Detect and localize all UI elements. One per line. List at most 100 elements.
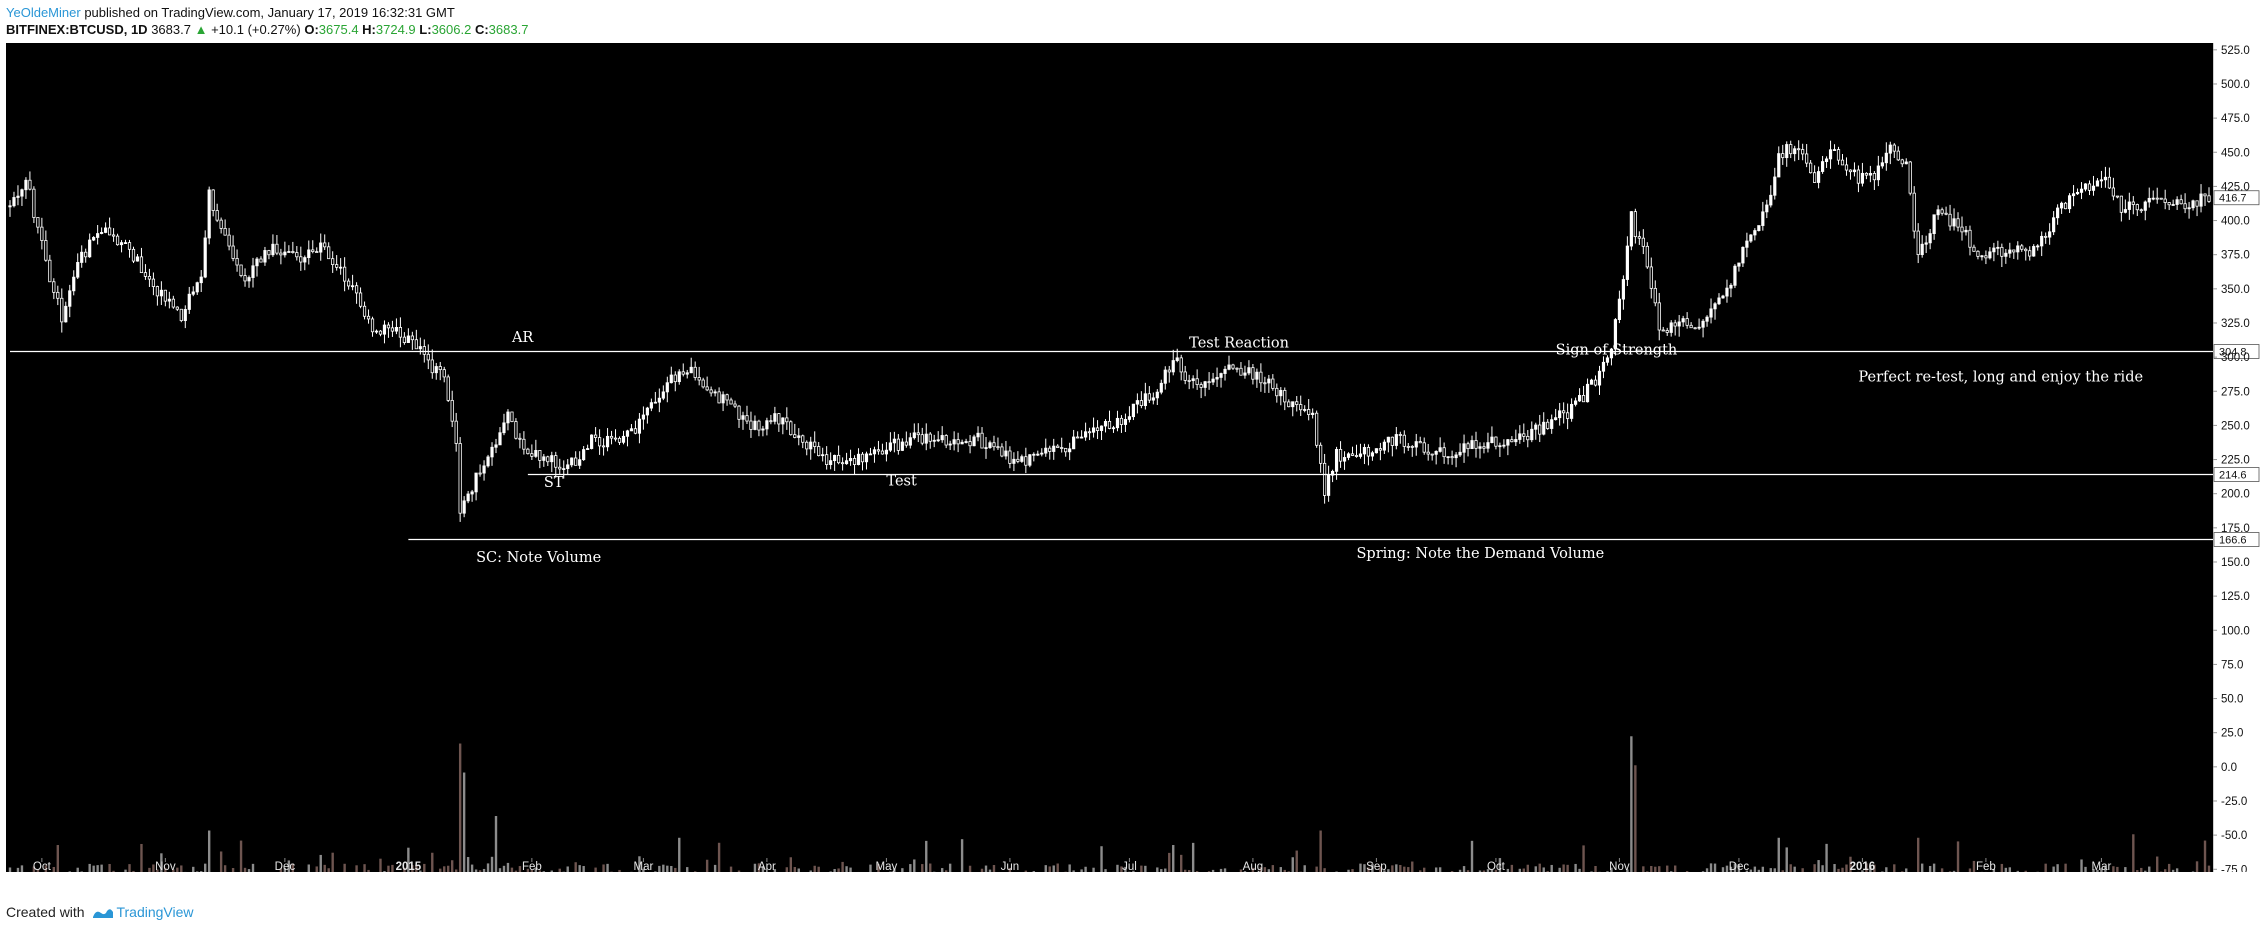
volume-bar <box>1510 864 1514 872</box>
candle <box>2143 200 2147 221</box>
volume-bar <box>355 865 358 872</box>
candle <box>1705 315 1709 327</box>
volume-bar <box>1709 863 1713 872</box>
candle <box>1211 372 1215 386</box>
candle <box>2048 223 2052 245</box>
candle <box>530 444 534 461</box>
candle <box>374 329 379 334</box>
volume-bar <box>1777 837 1780 872</box>
candle <box>299 246 303 271</box>
chart-annotation[interactable]: ST <box>544 475 564 491</box>
candle <box>104 222 108 234</box>
candle <box>1131 403 1135 421</box>
candle <box>773 406 777 425</box>
candle <box>398 317 402 348</box>
volume-bar <box>662 864 665 872</box>
chart-annotation[interactable]: Spring: Note the Demand Volume <box>1356 546 1604 562</box>
up-arrow-icon: ▲ <box>194 22 208 37</box>
volume-bar <box>1737 864 1741 872</box>
volume-bar <box>606 863 609 872</box>
candle <box>2052 211 2056 236</box>
candle <box>1801 143 1805 161</box>
candle <box>96 225 100 245</box>
candle <box>1856 165 1861 193</box>
candle <box>354 282 359 304</box>
candle <box>115 233 120 246</box>
candle <box>319 233 323 261</box>
candle <box>2067 193 2072 213</box>
y-tick-label: 500.0 <box>2221 79 2250 91</box>
candle <box>1916 223 1920 264</box>
price-chart[interactable]: 304.8 214.6 166.6 416.7 AR ST SC: Note Volume… <box>6 43 2260 872</box>
candle <box>1016 451 1020 464</box>
x-tick-label: May <box>876 861 898 872</box>
volume-bar <box>128 864 131 872</box>
candle <box>1737 262 1741 272</box>
candle <box>1203 380 1207 397</box>
candle <box>2060 201 2064 214</box>
candle <box>167 291 171 309</box>
volume-bar <box>893 868 896 872</box>
candle <box>1613 318 1618 356</box>
candle <box>1693 327 1697 330</box>
tradingview-link[interactable]: TradingView <box>116 904 194 920</box>
volume-bar <box>1271 865 1275 872</box>
candle <box>1701 319 1705 338</box>
volume-bar <box>1650 865 1653 872</box>
chart-annotation[interactable]: Sign of Strength <box>1556 342 1678 358</box>
open-value: 3675.4 <box>318 22 359 37</box>
candle <box>801 434 805 449</box>
volume-bar <box>1869 865 1872 872</box>
candle <box>2008 242 2012 258</box>
price-axis[interactable]: 525.0 500.0 475.0 450.0 425.0 400.0 375.0 350.0… <box>2213 45 2250 872</box>
candle <box>478 464 482 477</box>
author-link[interactable]: YeOldeMiner <box>6 5 81 20</box>
candle <box>2167 201 2171 211</box>
volume-bar <box>1156 867 1159 872</box>
time-axis[interactable]: Oct Nov Dec 2015 Feb Mar Apr May Jun Jul Aug Sep Oct… <box>33 858 2112 872</box>
volume-bar <box>383 870 386 872</box>
chart-annotation[interactable]: SC: Note Volume <box>476 550 601 566</box>
candle <box>1864 172 1868 180</box>
volume-bar <box>219 851 223 872</box>
level-price-label: 166.6 <box>2219 535 2247 547</box>
candle <box>1530 421 1534 443</box>
volume-bar <box>877 864 880 872</box>
volume-bar <box>279 868 283 872</box>
volume-bar <box>1466 870 1470 872</box>
volume-bar <box>1490 869 1494 872</box>
candle <box>2095 178 2100 187</box>
volume-bar <box>913 859 916 872</box>
candle <box>1283 387 1287 411</box>
candle <box>1697 318 1701 330</box>
candle <box>1920 235 1924 258</box>
volume-bar <box>594 867 597 872</box>
candle <box>649 398 653 412</box>
candle <box>56 285 60 306</box>
volume-bar <box>1769 868 1772 872</box>
candle <box>1773 167 1777 200</box>
x-tick-label: Apr <box>758 861 776 872</box>
candle <box>2203 193 2207 206</box>
volume-bar <box>243 867 247 872</box>
candle <box>438 361 442 381</box>
price-axis-background <box>2213 43 2260 872</box>
candle <box>1263 376 1267 393</box>
chart-annotation[interactable]: AR <box>511 330 534 346</box>
chart-area[interactable]: 304.8 214.6 166.6 416.7 AR ST SC: Note Volume… <box>6 43 2260 872</box>
chart-annotation[interactable]: Test Reaction <box>1189 336 1289 352</box>
candle <box>127 239 132 258</box>
volume-bar <box>2171 869 2175 872</box>
candle <box>1781 144 1785 165</box>
chart-annotation[interactable]: Perfect re-test, long and enjoy the ride <box>1858 370 2143 386</box>
candle <box>777 413 781 432</box>
candle <box>1068 442 1072 461</box>
chart-annotation[interactable]: Test <box>886 473 917 489</box>
candle <box>932 434 936 448</box>
candle <box>16 185 20 206</box>
candle <box>2127 192 2131 220</box>
candle <box>1080 430 1084 439</box>
volume-bar <box>1928 865 1932 872</box>
volume-bar <box>2084 866 2087 872</box>
candle <box>2012 249 2016 259</box>
